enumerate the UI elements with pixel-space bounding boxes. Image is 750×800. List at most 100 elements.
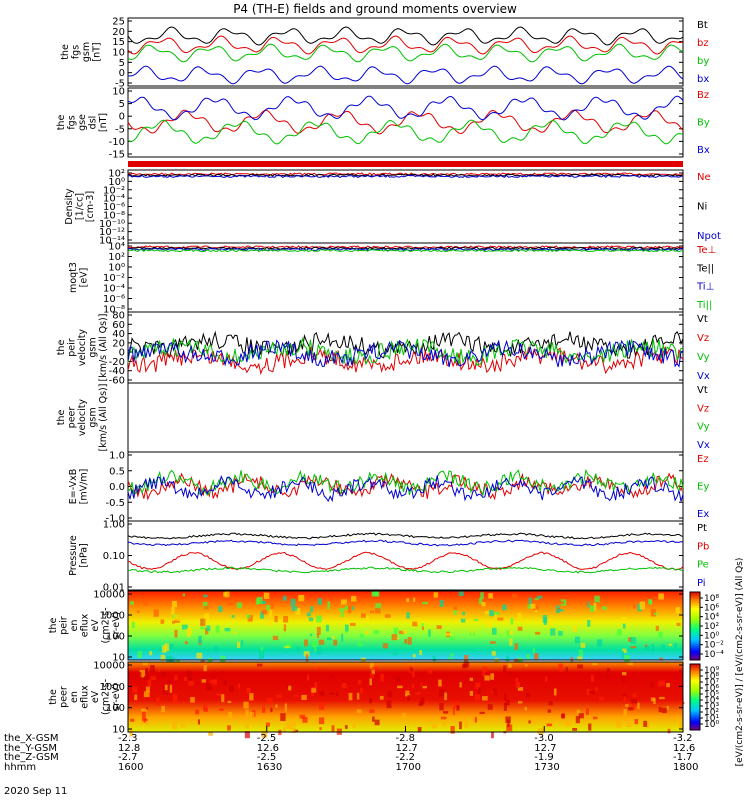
legend-Vt: Vt bbox=[697, 385, 708, 396]
spectrogram-cell bbox=[406, 598, 410, 602]
spectrogram-cell bbox=[141, 708, 147, 712]
spectrogram-cell bbox=[153, 609, 159, 617]
spectrogram-cell bbox=[591, 674, 594, 682]
y-tick-label: 0.0 bbox=[109, 482, 125, 493]
ephemeris-value: -3.2 bbox=[673, 733, 693, 744]
spectrogram-cell bbox=[646, 722, 650, 729]
y-axis-label: [nT] bbox=[98, 113, 109, 132]
spectrogram-peir_eflux bbox=[128, 591, 683, 660]
y-tick-label: 10⁻¹² bbox=[99, 227, 125, 238]
y-tick-label: 60 bbox=[112, 320, 125, 331]
plot-area bbox=[128, 18, 683, 86]
spectrogram-cell bbox=[606, 668, 611, 674]
spectrogram-cell bbox=[164, 692, 168, 695]
spectrogram-cell bbox=[643, 720, 648, 727]
legend-Vy: Vy bbox=[697, 352, 710, 363]
spectrogram-cell bbox=[295, 608, 301, 616]
series-Ex bbox=[127, 475, 684, 503]
spectrogram-cell bbox=[191, 623, 195, 627]
series-Pe bbox=[127, 566, 684, 574]
y-axis-label: fgs bbox=[67, 115, 78, 129]
spectrogram-cell bbox=[587, 619, 591, 627]
ephemeris-value: -3.0 bbox=[534, 733, 554, 744]
spectrogram-cell bbox=[219, 708, 224, 711]
plot-area bbox=[128, 170, 683, 243]
spectrogram-cell bbox=[379, 695, 384, 700]
legend-Bz: Bz bbox=[697, 90, 709, 101]
ephemeris-value: 12.6 bbox=[673, 742, 696, 754]
spectrogram-cell bbox=[402, 713, 407, 719]
spectrogram-cell bbox=[145, 720, 150, 725]
spectrogram-cell bbox=[527, 604, 532, 609]
spectrogram-cell bbox=[659, 696, 665, 700]
spectrogram-cell bbox=[316, 615, 322, 623]
y-axis-label: Density bbox=[64, 188, 75, 224]
spectrogram-cell bbox=[351, 595, 357, 602]
spectrogram-cell bbox=[528, 597, 532, 605]
spectrogram-cell bbox=[550, 628, 556, 636]
spectrogram-cell bbox=[216, 693, 222, 696]
y-tick-label: 0 bbox=[119, 68, 125, 79]
y-tick-label: -60 bbox=[109, 376, 125, 387]
y-tick-label: -5 bbox=[115, 79, 125, 90]
spectrogram-cell bbox=[531, 717, 537, 724]
colorbar-tick-label: 10⁻⁴ bbox=[704, 650, 724, 660]
colorbar-tick-label: 10⁻² bbox=[704, 641, 724, 651]
ephemeris-row-label: the_Z-GSM bbox=[4, 752, 59, 763]
spectrogram-cell bbox=[479, 711, 485, 714]
spectrogram-cell bbox=[305, 654, 309, 662]
spectrogram-cell bbox=[213, 646, 219, 652]
spectrogram-cell bbox=[666, 705, 669, 710]
spectrogram-cell bbox=[245, 724, 249, 729]
spectrogram-cell bbox=[632, 693, 637, 698]
y-axis-label: [mV/m] bbox=[79, 469, 90, 505]
spectrogram-cell bbox=[198, 635, 202, 644]
spectrogram-cell bbox=[229, 685, 234, 692]
spectrogram-cell bbox=[174, 675, 178, 681]
spectrogram-cell bbox=[203, 704, 208, 711]
spectrogram-cell bbox=[360, 688, 363, 694]
spectrogram-cell bbox=[570, 657, 574, 662]
spectrogram-cell bbox=[204, 613, 209, 620]
spectrogram-cell bbox=[661, 708, 667, 714]
spectrogram-cell bbox=[246, 614, 251, 619]
spectrogram-cell bbox=[506, 630, 511, 637]
spectrogram-cell bbox=[450, 636, 455, 641]
series-by bbox=[127, 43, 684, 63]
spectrogram-cell bbox=[462, 611, 466, 616]
spectrogram-cell bbox=[310, 606, 314, 613]
spectrogram-cell bbox=[524, 707, 527, 711]
spectrogram-cell bbox=[369, 662, 374, 669]
spectrogram-cell bbox=[370, 673, 374, 679]
spectrogram-cell bbox=[391, 634, 398, 641]
y-axis-label: gsm bbox=[88, 337, 99, 357]
spectrogram-cell bbox=[181, 624, 188, 630]
spectrogram-cell bbox=[651, 644, 655, 652]
spectrogram-cell bbox=[134, 694, 138, 701]
spectrogram-cell bbox=[338, 608, 345, 611]
spectrogram-cell bbox=[622, 648, 627, 653]
spectrogram-cell bbox=[678, 669, 683, 674]
legend-Ni: Ni bbox=[697, 202, 707, 213]
y-tick-label: 10 bbox=[112, 48, 125, 59]
spectrogram-cell bbox=[385, 614, 391, 618]
y-axis-label: [eV] bbox=[79, 268, 90, 288]
spectrogram-cell bbox=[261, 609, 267, 615]
spectrogram-cell bbox=[228, 602, 234, 605]
spectrogram-cell bbox=[433, 592, 438, 598]
y-axis-label: the bbox=[56, 340, 67, 356]
spectrogram-cell bbox=[460, 618, 466, 623]
spectrogram-cell bbox=[142, 662, 148, 666]
spectrogram-cell bbox=[514, 643, 519, 650]
spectrogram-cell bbox=[658, 707, 662, 713]
spectrogram-cell bbox=[139, 721, 143, 725]
y-tick-label: 15 bbox=[112, 37, 125, 48]
spectrogram-cell bbox=[145, 686, 150, 692]
spectrogram-cell bbox=[330, 675, 334, 678]
spectrogram-cell bbox=[537, 728, 544, 735]
spectrogram-cell bbox=[333, 639, 338, 646]
spectrogram-cell bbox=[393, 651, 398, 656]
spectrogram-cell bbox=[421, 674, 424, 677]
